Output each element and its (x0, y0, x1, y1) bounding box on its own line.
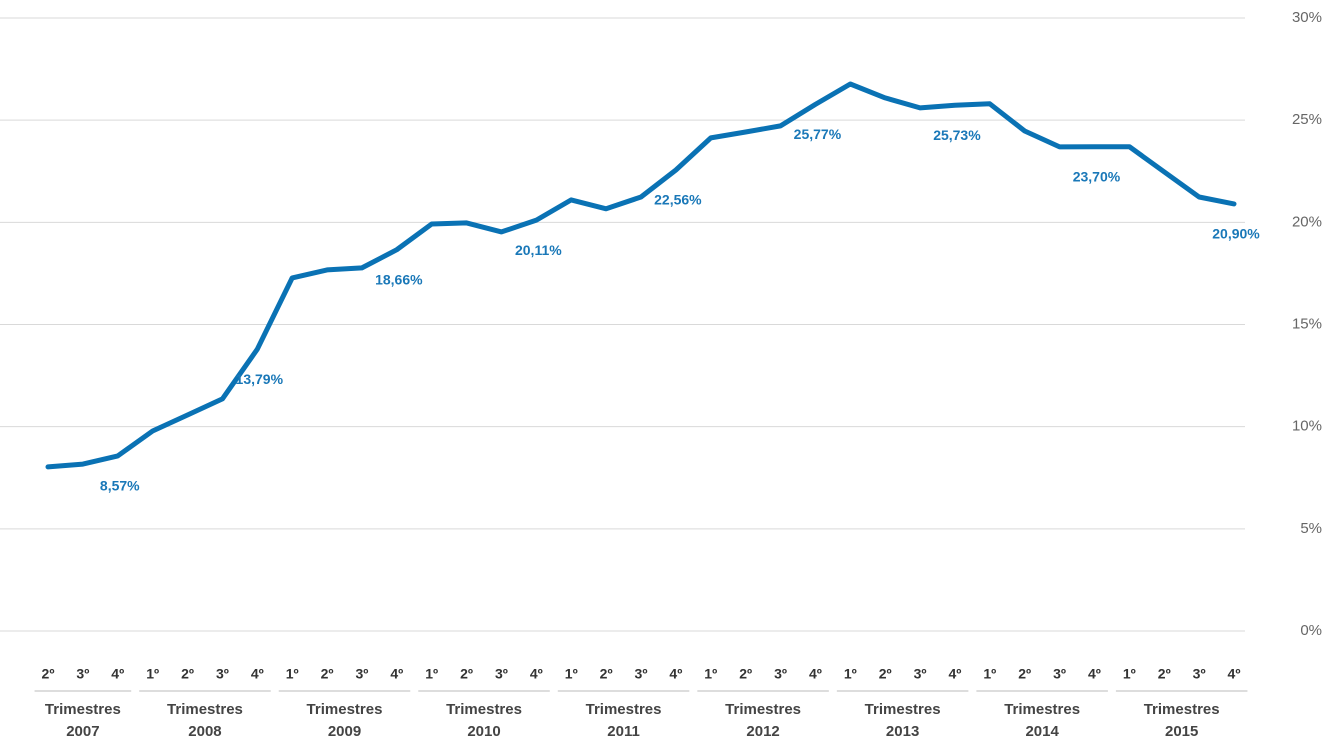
x-tick-label: 1º (565, 666, 578, 682)
y-tick-label: 10% (1292, 418, 1322, 435)
group-label: Trimestres (167, 701, 243, 718)
data-label: 18,66% (375, 271, 423, 287)
data-label: 13,79% (236, 371, 284, 387)
data-label: 8,57% (100, 478, 140, 494)
group-label: Trimestres (446, 701, 522, 718)
x-tick-label: 4º (530, 666, 543, 682)
data-label: 23,70% (1073, 168, 1121, 184)
x-tick-label: 1º (1123, 666, 1136, 682)
x-tick-label: 3º (1053, 666, 1066, 682)
x-tick-label: 3º (1193, 666, 1206, 682)
x-tick-label: 4º (1088, 666, 1101, 682)
group-year: 2007 (66, 723, 99, 740)
x-tick-label: 1º (983, 666, 996, 682)
group-year: 2014 (1025, 723, 1059, 740)
group-year: 2009 (328, 723, 361, 740)
x-tick-label: 2º (1018, 666, 1031, 682)
x-tick-label: 3º (635, 666, 648, 682)
y-tick-label: 15% (1292, 315, 1322, 332)
x-tick-label: 4º (251, 666, 264, 682)
x-tick-label: 3º (76, 666, 89, 682)
y-tick-label: 0% (1300, 622, 1322, 639)
x-tick-label: 4º (948, 666, 961, 682)
y-tick-label: 20% (1292, 213, 1322, 230)
x-tick-label: 2º (42, 666, 55, 682)
x-tick-label: 2º (460, 666, 473, 682)
x-tick-label: 4º (390, 666, 403, 682)
x-tick-label: 4º (1228, 666, 1241, 682)
x-tick-label: 1º (146, 666, 159, 682)
x-tick-label: 2º (600, 666, 613, 682)
x-tick-label: 2º (739, 666, 752, 682)
x-tick-label: 1º (286, 666, 299, 682)
data-label: 22,56% (654, 192, 702, 208)
x-tick-label: 3º (774, 666, 787, 682)
group-label: Trimestres (1144, 701, 1220, 718)
x-tick-label: 4º (669, 666, 682, 682)
group-year: 2011 (607, 723, 640, 740)
data-label: 20,11% (515, 242, 562, 258)
x-tick-label: 2º (879, 666, 892, 682)
group-label: Trimestres (1004, 701, 1080, 718)
x-tick-label: 3º (495, 666, 508, 682)
x-tick-label: 2º (321, 666, 334, 682)
y-tick-label: 25% (1292, 111, 1322, 128)
y-tick-label: 5% (1300, 520, 1322, 537)
x-tick-label: 4º (809, 666, 822, 682)
group-year: 2012 (746, 723, 779, 740)
data-label: 20,90% (1212, 226, 1260, 242)
group-label: Trimestres (725, 701, 801, 718)
x-tick-label: 1º (844, 666, 857, 682)
x-tick-label: 3º (216, 666, 229, 682)
group-label: Trimestres (586, 701, 662, 718)
group-label: Trimestres (307, 701, 383, 718)
group-year: 2015 (1165, 723, 1198, 740)
x-tick-label: 2º (1158, 666, 1171, 682)
data-label: 25,73% (933, 127, 981, 143)
x-tick-label: 1º (704, 666, 717, 682)
group-label: Trimestres (45, 701, 121, 718)
x-tick-label: 2º (181, 666, 194, 682)
y-tick-label: 30% (1292, 9, 1322, 26)
x-tick-label: 4º (111, 666, 124, 682)
group-year: 2010 (467, 723, 500, 740)
x-tick-label: 3º (355, 666, 368, 682)
group-label: Trimestres (865, 701, 941, 718)
x-tick-label: 1º (425, 666, 438, 682)
group-year: 2008 (188, 723, 221, 740)
line (45, 81, 1237, 470)
group-year: 2013 (886, 723, 919, 740)
x-tick-label: 3º (914, 666, 927, 682)
data-label: 25,77% (794, 126, 842, 142)
